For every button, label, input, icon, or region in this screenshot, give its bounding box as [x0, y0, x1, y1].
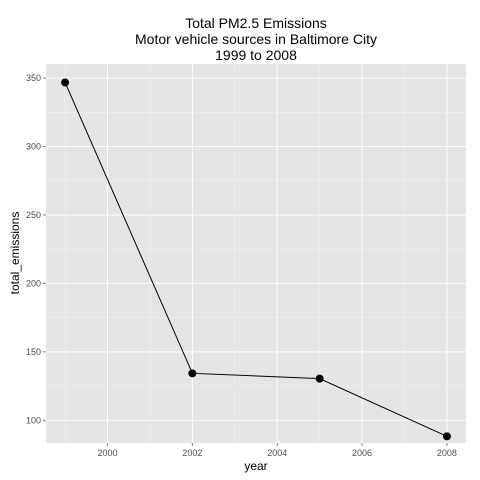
y-tick-label: 200 [26, 278, 41, 288]
y-tick-label: 150 [26, 347, 41, 357]
axis-tick-labels: 2000 2002 2004 2006 2008 100 150 200 250 300 350 [26, 73, 457, 458]
plot-panel [46, 64, 466, 443]
x-tick-label: 2004 [267, 448, 287, 458]
x-tick-label: 2008 [437, 448, 457, 458]
x-tick-label: 2002 [182, 448, 202, 458]
data-point [315, 374, 324, 383]
x-tick-label: 2006 [352, 448, 372, 458]
chart-title-line-3: 1999 to 2008 [215, 47, 297, 63]
data-point [442, 432, 451, 441]
series-line [64, 82, 448, 437]
x-tick-label: 2000 [97, 448, 117, 458]
chart-title-line-2: Motor vehicle sources in Baltimore City [135, 31, 377, 47]
major-gridlines [46, 64, 466, 443]
y-tick-label: 350 [26, 73, 41, 83]
y-tick-label: 100 [26, 415, 41, 425]
data-point [188, 369, 197, 378]
y-tick-label: 250 [26, 210, 41, 220]
y-tick-label: 300 [26, 142, 41, 152]
x-axis-label: year [244, 459, 267, 473]
axis-ticks [43, 77, 448, 446]
data-point [61, 78, 70, 87]
minor-gridlines [46, 64, 466, 443]
chart-title-line-1: Total PM2.5 Emissions [185, 15, 327, 31]
data-points [61, 78, 451, 441]
y-axis-label: total_emissions [8, 212, 22, 295]
